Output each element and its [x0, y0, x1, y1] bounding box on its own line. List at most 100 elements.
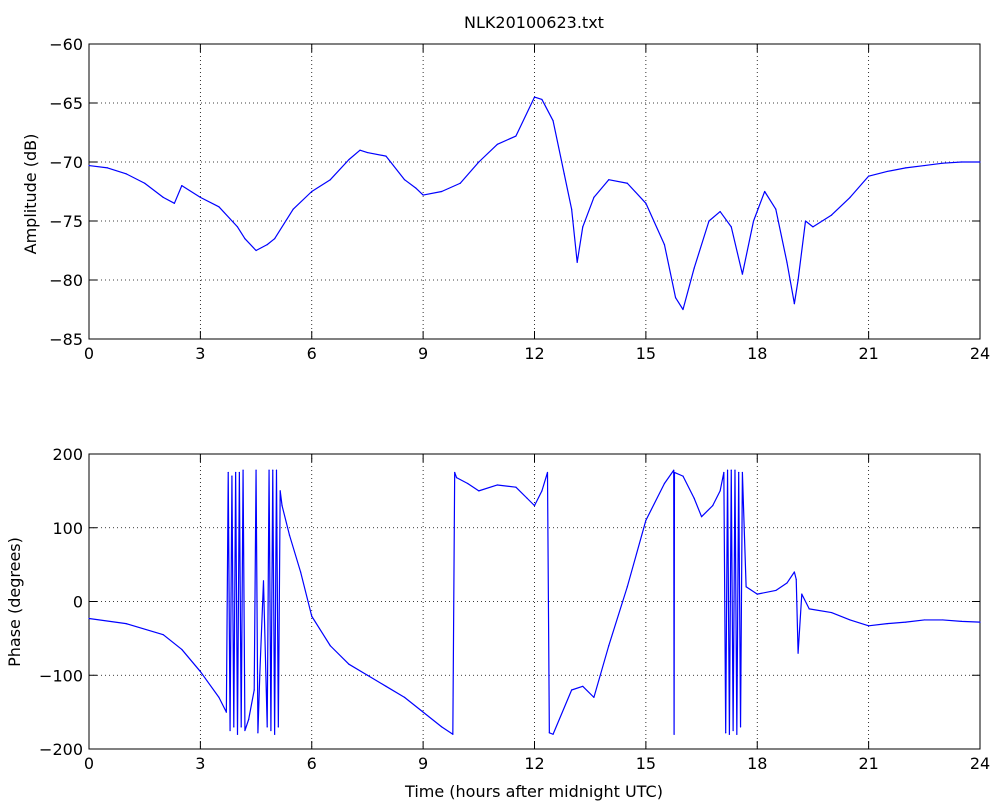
phase-data-point	[454, 471, 456, 474]
phase-y-tick-label: 200	[52, 445, 83, 464]
phase-y-tick-label: −100	[39, 666, 83, 685]
phase-data-point	[736, 733, 738, 735]
amplitude-data-point	[366, 151, 369, 154]
phase-data-point	[942, 619, 944, 621]
amplitude-data-point	[571, 208, 573, 210]
amplitude-data-point	[979, 161, 981, 163]
amplitude-data-point	[764, 190, 766, 193]
phase-data-point	[229, 729, 231, 732]
phase-data-point	[257, 732, 259, 734]
phase-data-point	[533, 505, 536, 507]
phase-data-point	[125, 623, 127, 625]
amplitude-data-point	[730, 226, 732, 228]
phase-data-point	[741, 471, 744, 474]
amplitude-x-tick-label: 12	[524, 344, 544, 363]
phase-data-point	[548, 732, 550, 734]
amplitude-data-point	[886, 170, 888, 173]
phase-data-point	[300, 571, 302, 573]
amplitude-data-point	[960, 161, 963, 163]
phase-data-point	[452, 733, 454, 735]
amplitude-data-point	[682, 308, 684, 311]
amplitude-data-point	[181, 185, 183, 187]
phase-data-point	[348, 663, 350, 665]
phase-data-point	[808, 608, 810, 610]
phase-data-point	[467, 482, 469, 485]
amplitude-data-point	[942, 162, 944, 164]
amplitude-data-point	[905, 167, 907, 169]
phase-x-tick-label: 18	[747, 754, 767, 773]
phase-data-point	[385, 685, 387, 687]
amplitude-data-point	[752, 220, 755, 222]
phase-data-point	[682, 475, 684, 477]
phase-data-point	[181, 648, 183, 651]
phase-x-tick-label: 21	[858, 754, 878, 773]
amplitude-data-point	[541, 98, 543, 101]
amplitude-data-point	[244, 238, 246, 240]
amplitude-data-point	[708, 220, 710, 222]
amplitude-y-tick-label: −60	[49, 35, 83, 54]
amplitude-data-point	[923, 164, 925, 167]
phase-data-point	[248, 718, 250, 721]
phase-x-tick-label: 0	[84, 754, 94, 773]
amplitude-data-point	[403, 179, 406, 181]
phase-data-point	[311, 615, 313, 617]
phase-data-point	[960, 620, 963, 623]
phase-data-point	[422, 711, 424, 713]
phase-data-point	[236, 733, 239, 735]
amplitude-data-point	[329, 179, 331, 181]
phase-data-point	[546, 471, 549, 474]
phase-data-point	[270, 729, 272, 732]
phase-data-point	[262, 580, 265, 582]
amplitude-data-point	[552, 120, 554, 122]
phase-data-point	[227, 471, 229, 474]
amplitude-data-point	[496, 143, 498, 145]
phase-data-point	[571, 689, 573, 691]
phase-x-axis-label: Time (hours after midnight UTC)	[404, 782, 663, 801]
amplitude-data-point	[348, 159, 350, 161]
phase-data-point	[478, 490, 480, 492]
phase-data-point	[795, 578, 797, 580]
amplitude-x-tick-label: 6	[307, 344, 317, 363]
amplitude-data-point	[626, 182, 628, 184]
amplitude-data-point	[741, 273, 744, 275]
phase-x-tick-label: 6	[307, 754, 317, 773]
phase-data-point	[233, 726, 235, 728]
phase-data-point	[259, 674, 261, 676]
amplitude-data-point	[582, 226, 584, 228]
phase-data-point	[723, 471, 725, 474]
amplitude-data-point	[608, 179, 610, 181]
amplitude-data-point	[199, 196, 201, 198]
amplitude-data-point	[218, 206, 220, 208]
phase-data-point	[725, 732, 727, 734]
amplitude-y-axis-label: Amplitude (dB)	[21, 134, 40, 255]
amplitude-y-tick-label: −75	[49, 212, 83, 231]
amplitude-data-point	[576, 261, 578, 263]
phase-data-point	[329, 645, 331, 647]
amplitude-data-point	[266, 244, 268, 246]
phase-data-point	[366, 674, 369, 676]
phase-data-point	[593, 696, 595, 698]
phase-data-point	[238, 471, 240, 474]
amplitude-data-point	[663, 244, 666, 246]
phase-y-tick-label: 0	[73, 593, 83, 612]
amplitude-plot-area	[88, 43, 981, 340]
amplitude-data-point	[441, 190, 443, 193]
amplitude-data-point	[563, 173, 565, 175]
phase-data-point	[745, 586, 747, 588]
amplitude-data-point	[311, 190, 313, 193]
phase-x-tick-label: 12	[524, 754, 544, 773]
amplitude-data-point	[162, 196, 164, 198]
phase-data-point	[162, 634, 164, 636]
phase-data-point	[801, 593, 803, 595]
amplitude-data-point	[786, 261, 788, 263]
amplitude-data-point	[415, 187, 417, 189]
amplitude-data-point	[775, 208, 777, 210]
amplitude-data-point	[515, 135, 517, 137]
phase-data-point	[231, 475, 233, 477]
phase-data-point	[673, 733, 675, 735]
amplitude-data-point	[533, 96, 536, 98]
amplitude-data-point	[804, 220, 807, 222]
amplitude-data-point	[106, 167, 109, 169]
phase-data-point	[700, 516, 703, 518]
chart-title: NLK20100623.txt	[464, 13, 604, 32]
